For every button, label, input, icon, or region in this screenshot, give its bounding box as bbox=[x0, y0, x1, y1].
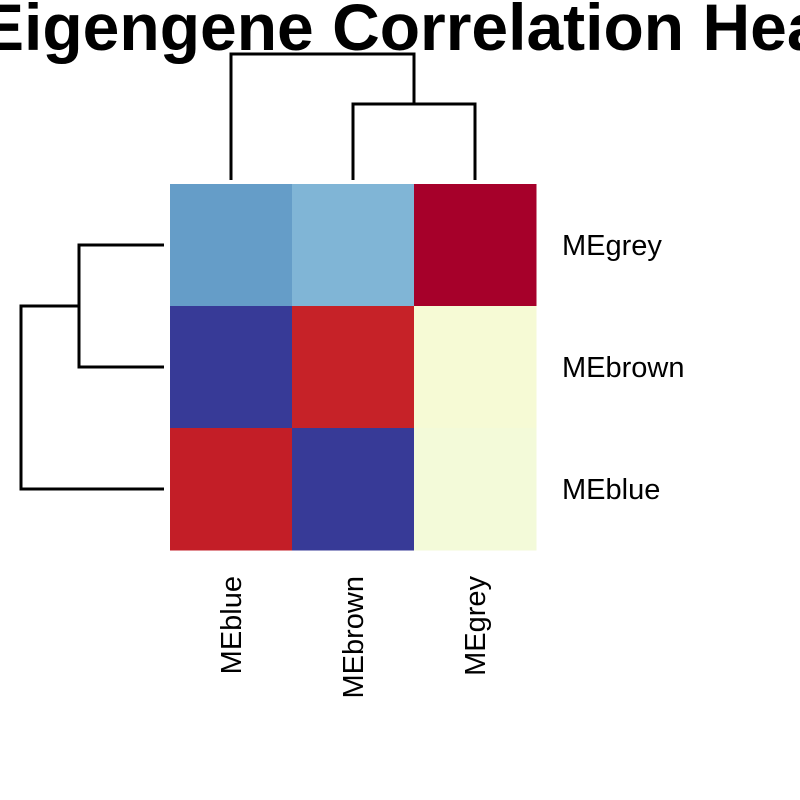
row-label-MEgrey: MEgrey bbox=[562, 230, 662, 262]
heatmap-cell-MEbrown-MEblue bbox=[170, 306, 293, 429]
heatmap-cell-MEbrown-MEbrown bbox=[292, 306, 415, 429]
column-label-MEblue: MEblue bbox=[216, 576, 248, 674]
heatmap-cells bbox=[170, 184, 537, 551]
row-label-MEbrown: MEbrown bbox=[562, 352, 685, 384]
column-label-MEgrey: MEgrey bbox=[460, 576, 492, 676]
column-dendrogram bbox=[229, 52, 477, 180]
row-dendrogram-branch bbox=[19, 304, 164, 491]
row-labels: MEgrey MEbrown MEblue bbox=[562, 230, 685, 506]
row-dendrogram bbox=[19, 243, 164, 491]
heatmap-cell-MEgrey-MEblue bbox=[170, 184, 293, 307]
heatmap-cell-MEbrown-MEgrey bbox=[414, 306, 537, 429]
heatmap-cell-MEgrey-MEgrey bbox=[414, 184, 537, 307]
heatmap-cell-MEblue-MEblue bbox=[170, 428, 293, 551]
row-dendrogram-branch bbox=[77, 243, 164, 369]
column-label-MEbrown: MEbrown bbox=[338, 576, 370, 699]
column-labels: MEblue MEbrown MEgrey bbox=[216, 576, 492, 699]
column-dendrogram-branch bbox=[351, 102, 477, 180]
heatmap-cell-MEgrey-MEbrown bbox=[292, 184, 415, 307]
row-label-MEblue: MEblue bbox=[562, 474, 660, 506]
heatmap-cell-MEblue-MEgrey bbox=[414, 428, 537, 551]
heatmap-cell-MEblue-MEbrown bbox=[292, 428, 415, 551]
column-dendrogram-branch bbox=[229, 52, 416, 180]
